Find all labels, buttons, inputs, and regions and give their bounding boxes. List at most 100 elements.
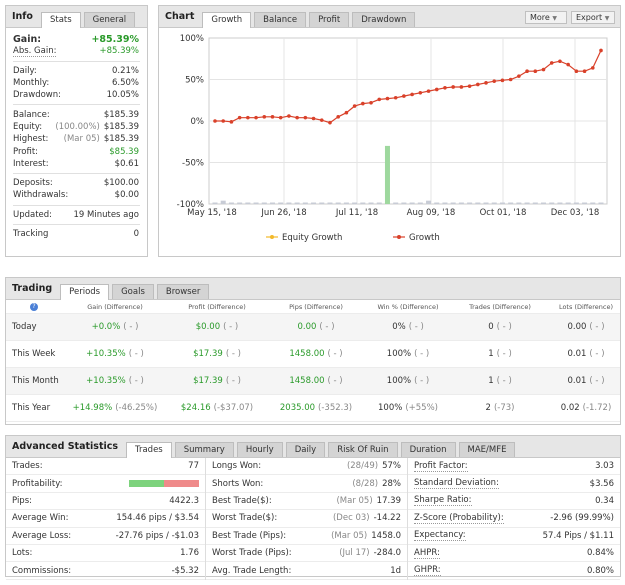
header-lots: Lots (Difference) xyxy=(558,302,614,311)
advanced-value: 1d xyxy=(390,566,401,576)
profitability-win xyxy=(129,480,164,488)
advanced-label: Trades: xyxy=(12,461,43,472)
trading-diff: (-46.25%) xyxy=(115,403,158,413)
tab-growth[interactable]: Growth xyxy=(202,12,252,28)
growth-point xyxy=(352,104,357,108)
volume-bar xyxy=(532,202,538,204)
advanced-label: Sharpe Ratio: xyxy=(414,495,472,507)
trading-diff: ( - ) xyxy=(589,349,605,359)
advanced-value: 0.84% xyxy=(587,548,614,558)
advanced-label: AHPR: xyxy=(414,547,440,559)
volume-bar xyxy=(393,202,399,204)
tab-hourly[interactable]: Hourly xyxy=(236,442,283,457)
info-row: Interest: $0.61 xyxy=(6,158,147,170)
volume-bar xyxy=(376,202,382,204)
info-value-text: 19 Minutes ago xyxy=(73,209,140,220)
trading-cell-win: 100%( - ) xyxy=(366,349,450,359)
growth-point xyxy=(319,118,324,122)
trading-value: 0.00 xyxy=(567,322,587,332)
advanced-label: Standard Deviation: xyxy=(414,478,499,490)
info-label: Profit: xyxy=(13,146,39,157)
tab-balance[interactable]: Balance xyxy=(254,12,307,27)
advanced-note: (Dec 03) xyxy=(332,513,370,524)
trading-value: 2 xyxy=(485,403,491,413)
info-value-text: +85.39% xyxy=(99,46,139,57)
info-label: Deposits: xyxy=(13,178,53,189)
more-button[interactable]: More ▼ xyxy=(525,11,567,24)
tab-goals[interactable]: Goals xyxy=(112,284,154,299)
advanced-row: Lots: 1.76 xyxy=(6,545,205,563)
trading-diff: ( - ) xyxy=(225,376,241,386)
trading-cell-gain: +0.0%( - ) xyxy=(62,322,168,332)
info-value-text: 10.05% xyxy=(106,90,139,101)
tab-mae-mfe[interactable]: MAE/MFE xyxy=(458,442,516,457)
growth-point xyxy=(558,59,562,64)
trading-diff: ( - ) xyxy=(223,322,239,332)
header-trades: Trades (Difference) xyxy=(469,302,531,311)
info-note: (100.00%) xyxy=(55,121,100,132)
info-row: Deposits: $100.00 xyxy=(6,177,147,189)
growth-point xyxy=(549,61,554,65)
tab-browser[interactable]: Browser xyxy=(156,284,210,299)
advanced-row: Average Loss: -27.76 pips / -$1.03 xyxy=(6,528,205,545)
tab-risk-of-ruin[interactable]: Risk Of Ruin xyxy=(328,442,398,457)
trading-diff: ( - ) xyxy=(327,349,343,359)
trading-diff: ( - ) xyxy=(327,376,343,386)
info-label: Daily: xyxy=(13,65,37,76)
tab-stats[interactable]: Stats xyxy=(40,12,81,28)
export-button[interactable]: Export ▼ xyxy=(571,11,615,24)
info-divider xyxy=(13,60,140,62)
advanced-value: 4422.3 xyxy=(169,496,199,506)
advanced-value: -2.96 (99.99%) xyxy=(550,513,614,523)
advanced-row: Expectancy: 57.4 Pips / $1.11 xyxy=(408,528,620,545)
info-value-text: $0.61 xyxy=(114,158,139,169)
advanced-value: 77 xyxy=(188,461,199,471)
growth-point xyxy=(303,115,308,120)
info-value: $85.39 xyxy=(109,147,139,157)
growth-point xyxy=(295,115,299,120)
chart-panel: Chart Growth Balance Profit Drawdown Mor… xyxy=(158,5,621,257)
info-row: Updated: 19 Minutes ago xyxy=(6,209,147,221)
volume-bar xyxy=(286,202,292,204)
advanced-value: (Jul 17) -284.0 xyxy=(339,548,401,558)
tab-duration[interactable]: Duration xyxy=(400,442,456,457)
volume-bar xyxy=(384,145,390,204)
more-label: More xyxy=(530,13,550,22)
trading-value: 2035.00 xyxy=(279,403,316,413)
advanced-row: Sharpe Ratio: 0.34 xyxy=(408,493,620,511)
tab-profit[interactable]: Profit xyxy=(309,12,350,27)
trading-diff: ( - ) xyxy=(414,376,430,386)
info-icon[interactable]: ? xyxy=(30,303,38,311)
tab-general[interactable]: General xyxy=(83,12,136,27)
trading-cell-trades: 1( - ) xyxy=(450,376,550,386)
growth-point xyxy=(311,116,316,121)
advanced-value-text: -2.96 (99.99%) xyxy=(550,513,614,524)
trading-period: This Year xyxy=(12,403,51,413)
volume-bar xyxy=(426,200,432,204)
trading-cell-win: 0%( - ) xyxy=(366,322,450,332)
advanced-note: (Mar 05) xyxy=(336,495,373,506)
trading-value: 1 xyxy=(488,349,494,359)
growth-point xyxy=(443,86,447,90)
trading-diff: ( - ) xyxy=(496,376,512,386)
info-row: Tracking 0 xyxy=(6,228,147,240)
volume-bar xyxy=(220,200,226,204)
growth-point xyxy=(459,85,464,89)
trading-cell-pips: 1458.00( - ) xyxy=(266,376,366,386)
info-icon-cell: ? xyxy=(6,302,62,311)
advanced-value: (Mar 05) 1458.0 xyxy=(331,531,401,541)
tab-drawdown[interactable]: Drawdown xyxy=(352,12,416,27)
info-label: Monthly: xyxy=(13,78,50,89)
advanced-note: (Mar 05) xyxy=(331,530,368,541)
tab-daily[interactable]: Daily xyxy=(285,442,326,457)
tab-periods[interactable]: Periods xyxy=(60,284,110,300)
tab-trades[interactable]: Trades xyxy=(126,442,172,458)
volume-bar xyxy=(409,202,415,204)
advanced-value: -27.76 pips / -$1.03 xyxy=(116,531,199,541)
legend-equity-marker xyxy=(270,235,274,239)
tab-summary[interactable]: Summary xyxy=(174,442,234,457)
trading-diff: ( - ) xyxy=(589,322,605,332)
advanced-col-1: Trades: 77 Profitability: Pips: 4422.3 Averag… xyxy=(6,458,206,580)
advanced-value: 154.46 pips / $3.54 xyxy=(116,513,199,523)
advanced-value: 1.76 xyxy=(180,548,199,558)
